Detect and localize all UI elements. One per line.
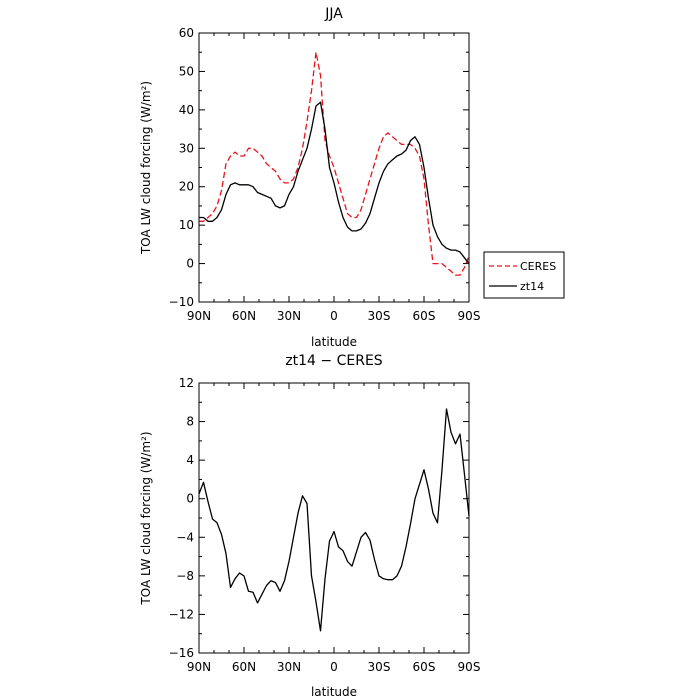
legend-box (483, 251, 565, 299)
x-tick-label: 30N (277, 660, 301, 674)
bottom-tick-marks (198, 382, 470, 654)
x-tick-label: 30N (277, 309, 301, 323)
y-tick-label: 20 (179, 180, 194, 194)
legend: CERES zt14 (483, 251, 565, 299)
series-line-difference (198, 408, 470, 632)
x-tick-label: 90S (458, 660, 481, 674)
y-tick-label: 10 (179, 218, 194, 232)
x-tick-label: 90N (187, 309, 211, 323)
y-tick-label: 12 (179, 376, 194, 390)
x-tick-label: 60N (232, 660, 256, 674)
y-tick-label: 4 (186, 453, 194, 467)
x-tick-label: 0 (330, 309, 338, 323)
x-tick-label: 30S (368, 660, 391, 674)
legend-label-zt14: zt14 (520, 280, 544, 293)
y-tick-label: 60 (179, 26, 194, 40)
x-tick-label: 0 (330, 660, 338, 674)
bottom-y-axis-label: TOA LW cloud forcing (W/m²) (139, 431, 153, 605)
y-tick-label: 0 (186, 257, 194, 271)
y-tick-label: −12 (169, 607, 194, 621)
top-tick-marks (198, 32, 470, 303)
y-tick-label: 40 (179, 103, 194, 117)
bottom-plot-frame (198, 382, 470, 654)
x-tick-label: 60S (413, 309, 436, 323)
x-tick-label: 60S (413, 660, 436, 674)
series-line-zt14 (199, 101, 470, 264)
top-y-tick-labels: −10 0 10 20 30 40 50 60 (169, 26, 194, 309)
top-y-axis-label: TOA LW cloud forcing (W/m²) (139, 81, 153, 255)
bottom-chart-title: zt14 − CERES (285, 353, 382, 369)
bottom-x-tick-labels: 90N 60N 30N 0 30S 60S 90S (187, 660, 481, 674)
top-x-tick-labels: 90N 60N 30N 0 30S 60S 90S (187, 309, 481, 323)
top-x-axis-label: latitude (311, 335, 357, 349)
y-tick-label: −4 (176, 530, 194, 544)
bottom-panel: zt14 − CERES −16 −12 −8 −4 0 4 8 12 90N 60N 30N 0 3… (139, 353, 480, 699)
y-tick-label: −16 (169, 646, 194, 660)
y-tick-label: 50 (179, 64, 194, 78)
top-plot-frame (198, 32, 470, 303)
bottom-series-lines (198, 408, 470, 632)
x-tick-label: 60N (232, 309, 256, 323)
y-tick-label: −10 (169, 295, 194, 309)
y-tick-label: −8 (176, 569, 194, 583)
legend-label-ceres: CERES (520, 260, 556, 273)
y-tick-label: 0 (186, 492, 194, 506)
top-series-lines (199, 51, 470, 276)
bottom-x-axis-label: latitude (311, 685, 357, 699)
series-line-ceres (199, 51, 470, 276)
bottom-y-tick-labels: −16 −12 −8 −4 0 4 8 12 (169, 376, 194, 660)
top-panel: JJA −10 0 10 20 30 40 50 60 90N 60N 30N 0 30S 60S 90S… (139, 6, 480, 349)
x-tick-label: 90S (458, 309, 481, 323)
y-tick-label: 30 (179, 141, 194, 155)
x-tick-label: 30S (368, 309, 391, 323)
x-tick-label: 90N (187, 660, 211, 674)
top-chart-title: JJA (324, 6, 343, 22)
y-tick-label: 8 (186, 415, 194, 429)
